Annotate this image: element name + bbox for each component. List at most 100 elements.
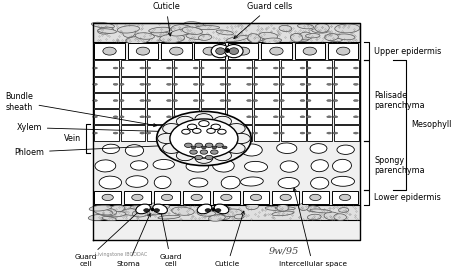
- Ellipse shape: [241, 177, 263, 186]
- Ellipse shape: [306, 83, 311, 85]
- Ellipse shape: [161, 194, 173, 201]
- Bar: [147, 93, 172, 108]
- Text: 9w/95: 9w/95: [269, 246, 300, 255]
- Ellipse shape: [246, 116, 252, 118]
- Ellipse shape: [149, 27, 171, 33]
- Ellipse shape: [299, 32, 312, 40]
- Ellipse shape: [307, 206, 320, 212]
- Ellipse shape: [310, 194, 321, 201]
- Ellipse shape: [173, 132, 177, 134]
- Bar: [174, 109, 199, 124]
- Circle shape: [184, 143, 192, 147]
- Ellipse shape: [214, 204, 229, 214]
- Ellipse shape: [183, 22, 205, 29]
- Ellipse shape: [92, 116, 97, 118]
- Ellipse shape: [280, 100, 284, 102]
- Bar: [228, 109, 252, 124]
- Ellipse shape: [300, 116, 305, 118]
- Circle shape: [222, 146, 227, 149]
- Ellipse shape: [339, 194, 351, 201]
- Bar: [93, 23, 360, 240]
- Circle shape: [216, 143, 223, 147]
- Ellipse shape: [185, 144, 203, 154]
- Ellipse shape: [253, 83, 257, 85]
- Text: Guard
cell: Guard cell: [74, 210, 140, 267]
- Bar: [281, 77, 306, 92]
- Text: Guard cells: Guard cells: [234, 2, 293, 39]
- Bar: [254, 77, 279, 92]
- Ellipse shape: [327, 100, 332, 102]
- Ellipse shape: [225, 44, 243, 58]
- Ellipse shape: [211, 44, 229, 58]
- Ellipse shape: [337, 145, 355, 154]
- Ellipse shape: [306, 34, 320, 38]
- Ellipse shape: [146, 83, 151, 85]
- Ellipse shape: [263, 38, 282, 43]
- Ellipse shape: [220, 100, 225, 102]
- Ellipse shape: [265, 206, 280, 210]
- Ellipse shape: [231, 210, 242, 214]
- Ellipse shape: [310, 144, 327, 153]
- Bar: [228, 43, 258, 59]
- Ellipse shape: [306, 116, 311, 118]
- Ellipse shape: [280, 83, 284, 85]
- Text: Mesophyll: Mesophyll: [411, 120, 451, 129]
- Ellipse shape: [354, 132, 358, 134]
- Ellipse shape: [280, 132, 284, 134]
- Text: Cuticle: Cuticle: [152, 2, 180, 36]
- Text: Bundle
sheath: Bundle sheath: [6, 92, 157, 127]
- Ellipse shape: [109, 205, 125, 212]
- Circle shape: [218, 129, 226, 134]
- Circle shape: [201, 146, 206, 149]
- Ellipse shape: [277, 143, 297, 153]
- Ellipse shape: [176, 116, 195, 127]
- Ellipse shape: [102, 217, 116, 221]
- Circle shape: [182, 129, 190, 134]
- Ellipse shape: [193, 132, 198, 134]
- Ellipse shape: [273, 132, 278, 134]
- Ellipse shape: [113, 132, 118, 134]
- Ellipse shape: [119, 132, 124, 134]
- Ellipse shape: [227, 143, 245, 153]
- Ellipse shape: [166, 100, 172, 102]
- Ellipse shape: [173, 100, 177, 102]
- Ellipse shape: [306, 67, 311, 69]
- Bar: [120, 93, 146, 108]
- Ellipse shape: [160, 34, 185, 43]
- Ellipse shape: [153, 204, 167, 214]
- Bar: [94, 126, 118, 141]
- Ellipse shape: [334, 214, 346, 220]
- Bar: [94, 93, 118, 108]
- Ellipse shape: [277, 205, 289, 211]
- Circle shape: [170, 119, 238, 158]
- Ellipse shape: [259, 32, 278, 39]
- Ellipse shape: [312, 28, 328, 33]
- Ellipse shape: [336, 34, 355, 40]
- Ellipse shape: [94, 209, 113, 215]
- Bar: [94, 109, 118, 124]
- Circle shape: [191, 146, 196, 149]
- Bar: [254, 60, 279, 76]
- Text: Palisade
parenchyma: Palisade parenchyma: [374, 91, 425, 110]
- Ellipse shape: [241, 144, 262, 156]
- Ellipse shape: [163, 143, 182, 153]
- Bar: [161, 43, 191, 59]
- Ellipse shape: [226, 100, 231, 102]
- Ellipse shape: [146, 132, 151, 134]
- Ellipse shape: [193, 67, 198, 69]
- Bar: [201, 109, 226, 124]
- Ellipse shape: [273, 83, 278, 85]
- Ellipse shape: [300, 67, 305, 69]
- Bar: [120, 109, 146, 124]
- Ellipse shape: [279, 25, 292, 31]
- Ellipse shape: [170, 47, 183, 55]
- Ellipse shape: [327, 67, 332, 69]
- Bar: [154, 191, 181, 204]
- Text: Xylem: Xylem: [16, 123, 169, 133]
- Ellipse shape: [91, 22, 114, 28]
- Bar: [201, 93, 226, 108]
- Ellipse shape: [203, 47, 216, 55]
- Bar: [94, 43, 125, 59]
- Ellipse shape: [173, 83, 177, 85]
- Ellipse shape: [166, 116, 172, 118]
